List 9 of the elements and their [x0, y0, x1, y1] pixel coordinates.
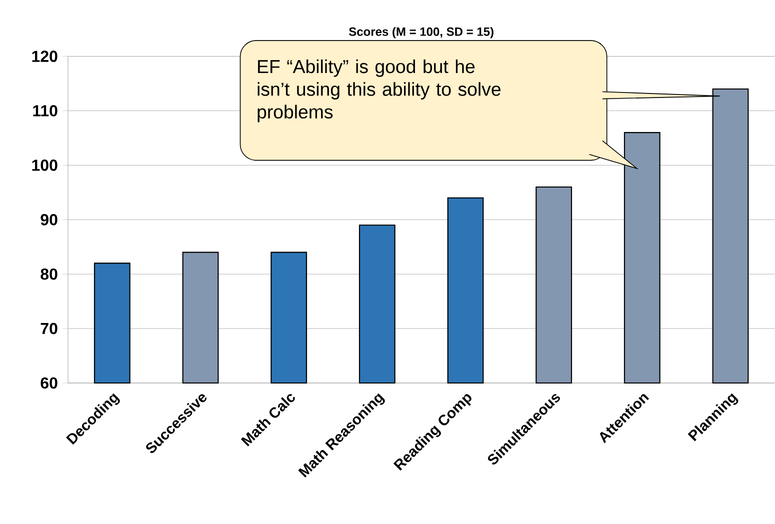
y-tick-label: 120: [32, 50, 58, 62]
y-tick-label: 80: [40, 268, 58, 280]
y-tick-label: 60: [40, 377, 58, 389]
y-tick-label: 110: [33, 105, 58, 116]
y-tick-label: 100: [32, 160, 58, 171]
annotation: EF “Ability” is good but he isn’t using this ability to solve problems: [258, 59, 500, 122]
chart-title: Scores (M = 100, SD = 15): [348, 27, 494, 38]
y-tick-label: 90: [40, 214, 58, 226]
y-tick-label: 70: [40, 322, 58, 334]
